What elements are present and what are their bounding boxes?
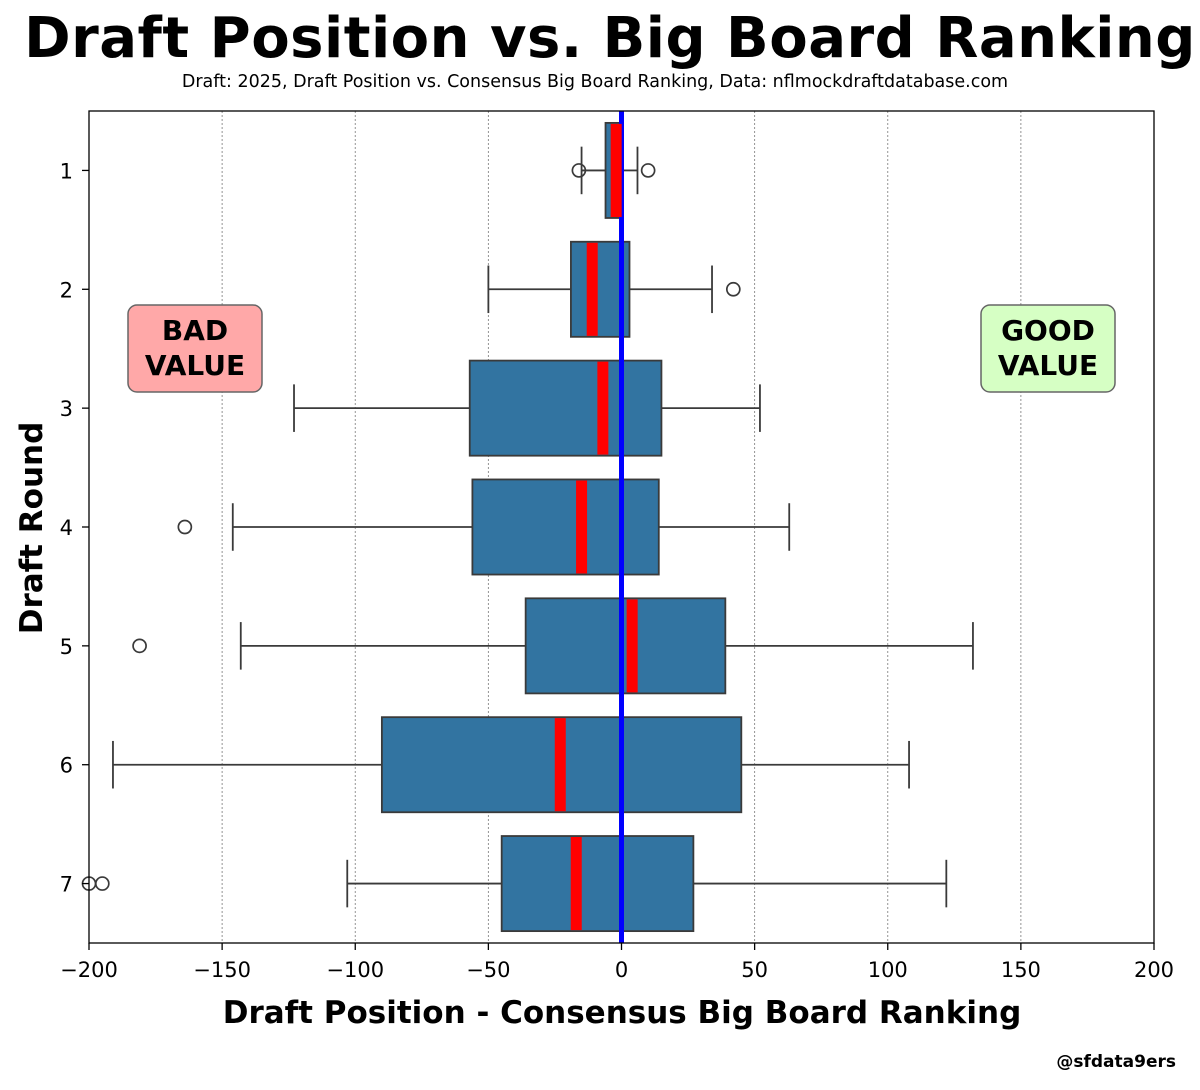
x-axis-ticks: −200 −150 −100 −50 0 50 100 150 200	[60, 943, 1174, 982]
y-tick-label: 1	[60, 159, 73, 183]
x-tick-label: 0	[615, 958, 628, 982]
x-tick-label: −200	[60, 958, 118, 982]
y-tick-label: 4	[60, 516, 73, 540]
median-markers	[554, 123, 638, 931]
x-tick-label: 50	[741, 958, 768, 982]
y-tick-label: 7	[60, 873, 73, 897]
outlier-point	[725, 281, 741, 297]
outlier-point	[94, 876, 110, 891]
iqr-box	[468, 359, 663, 457]
good-value-line1: GOOD	[1001, 314, 1095, 347]
bad-value-line2: VALUE	[145, 349, 245, 382]
chart-title: Draft Position vs. Big Board Ranking	[24, 6, 1196, 71]
box-round-7	[81, 835, 948, 933]
box-round-5	[132, 597, 974, 695]
box-round-2	[487, 240, 741, 338]
box-round-3	[293, 359, 761, 457]
y-tick-label: 6	[60, 754, 73, 778]
outlier-point	[640, 163, 656, 178]
x-tick-label: −150	[193, 958, 251, 982]
box-series	[81, 121, 974, 933]
bad-value-callout: BAD VALUE	[127, 304, 263, 393]
y-tick-label: 2	[60, 278, 73, 302]
y-axis-ticks: 1 2 3 4 5 6 7	[60, 159, 89, 897]
y-tick-label: 3	[60, 397, 73, 421]
plot-frame	[88, 110, 1155, 944]
x-axis-label: Draft Position - Consensus Big Board Ran…	[223, 995, 1022, 1031]
good-value-line2: VALUE	[998, 349, 1098, 382]
outlier-point	[177, 519, 193, 535]
iqr-box	[471, 478, 660, 576]
iqr-box	[524, 597, 727, 695]
good-value-callout: GOOD VALUE	[980, 304, 1116, 393]
x-tick-label: −50	[466, 958, 510, 982]
outlier-point	[132, 638, 147, 654]
x-tick-label: 200	[1134, 958, 1174, 982]
outlier-point	[571, 163, 587, 178]
box-round-6	[112, 716, 910, 814]
y-tick-label: 5	[60, 635, 73, 659]
box-round-4	[177, 478, 791, 576]
y-axis-label: Draft Round	[14, 422, 50, 635]
x-tick-label: 150	[1001, 958, 1041, 982]
x-tick-label: 100	[868, 958, 908, 982]
chart-subtitle: Draft: 2025, Draft Position vs. Consensu…	[181, 72, 1009, 92]
bad-value-line1: BAD	[162, 314, 228, 347]
x-tick-label: −100	[326, 958, 384, 982]
credit-handle: @sfdata9ers	[1056, 1052, 1176, 1072]
iqr-box	[500, 835, 695, 933]
